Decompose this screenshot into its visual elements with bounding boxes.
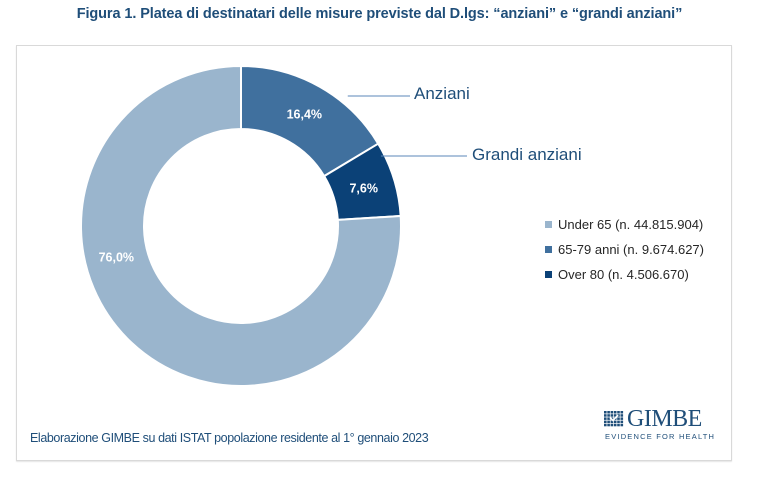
donut-slice-under-65	[80, 64, 402, 387]
legend-swatch	[545, 246, 552, 253]
legend-item-under-65: Under 65 (n. 44.815.904)	[545, 212, 704, 237]
data-label-under-65: 76,0%	[99, 251, 134, 265]
gimbe-logo: GIMBE EVIDENCE FOR HEALTH	[604, 406, 719, 448]
logo-tagline: EVIDENCE FOR HEALTH	[605, 432, 716, 441]
callout-anziani: Anziani	[414, 84, 470, 103]
grid-check-icon	[604, 411, 624, 427]
data-label-over-80: 7,6%	[349, 181, 378, 195]
source-note: Elaborazione GIMBE su dati ISTAT popolaz…	[30, 431, 429, 445]
data-label-65-79-anni: 16,4%	[287, 108, 322, 122]
legend-item-65-79: 65-79 anni (n. 9.674.627)	[545, 237, 704, 262]
legend-item-over-80: Over 80 (n. 4.506.670)	[545, 262, 704, 287]
legend-swatch	[545, 221, 552, 228]
logo-name: GIMBE	[627, 406, 702, 432]
callout-grandi-anziani: Grandi anziani	[472, 145, 582, 164]
legend-label: Over 80 (n. 4.506.670)	[558, 267, 689, 282]
legend-label: 65-79 anni (n. 9.674.627)	[558, 242, 704, 257]
legend: Under 65 (n. 44.815.904) 65-79 anni (n. …	[545, 212, 704, 287]
chart-title: Figura 1. Platea di destinatari delle mi…	[76, 6, 683, 22]
legend-label: Under 65 (n. 44.815.904)	[558, 217, 704, 232]
legend-swatch	[545, 271, 552, 278]
